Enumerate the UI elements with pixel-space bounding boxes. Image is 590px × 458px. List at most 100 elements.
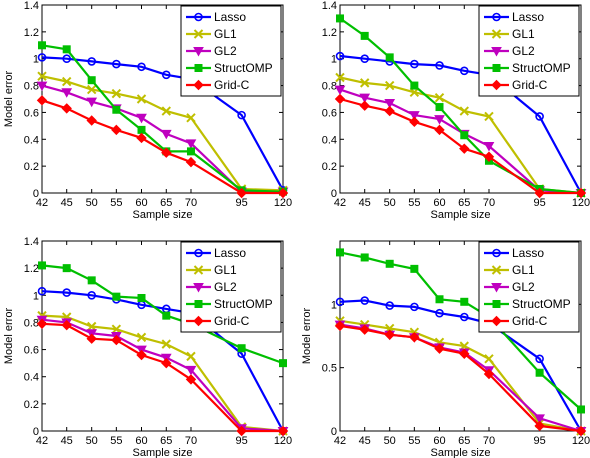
legend-marker [194, 248, 203, 258]
x-tick-label: 65 [458, 435, 470, 447]
y-tick-label: 0 [331, 426, 337, 438]
y-tick-label: 1.4 [24, 236, 39, 248]
data-point [112, 292, 121, 301]
x-tick-label: 50 [384, 197, 396, 209]
data-point [459, 143, 470, 154]
series-structomp [336, 248, 585, 414]
data-point [62, 45, 71, 54]
x-tick-label: 120 [274, 435, 292, 447]
data-point [137, 62, 146, 72]
legend-marker [492, 64, 501, 72]
y-axis-label: Model error [3, 308, 15, 365]
data-point [136, 94, 147, 104]
x-tick-label: 70 [185, 435, 197, 447]
data-point [409, 332, 420, 343]
legend: Lasso GL1 GL2 StructOMP Grid-C [478, 241, 580, 333]
data-point [185, 139, 197, 149]
data-point [385, 301, 394, 310]
data-point [136, 132, 147, 144]
data-point [37, 286, 47, 296]
data-point [86, 84, 97, 95]
data-point [410, 264, 419, 273]
legend-label: Lasso [512, 246, 544, 260]
x-tick-label: 60 [135, 435, 147, 447]
x-tick-label: 45 [359, 197, 371, 209]
legend: Lasso GL1 GL2 StructOMP Grid-C [180, 241, 282, 333]
data-point [236, 187, 247, 199]
y-tick-label: 0 [33, 188, 39, 200]
data-point [410, 81, 419, 90]
data-point [61, 103, 72, 114]
data-point [111, 324, 122, 334]
data-point [36, 81, 48, 92]
y-tick-label: 1 [331, 54, 337, 66]
data-point [435, 103, 444, 112]
data-point [161, 70, 171, 80]
data-point [535, 354, 544, 364]
data-point [360, 253, 369, 262]
legend-marker [492, 300, 501, 308]
data-point [111, 334, 122, 346]
data-point [435, 295, 444, 304]
series-grid-c [36, 95, 289, 199]
chart-panel-1: 42 45 50 55 60 65 70 95 120 0 0.2 0.4 0.6 0.8 1 1.2 1.4 S… [3, 0, 292, 221]
data-point [483, 151, 495, 162]
data-point [36, 95, 48, 106]
data-point [335, 297, 345, 307]
legend-marker [492, 248, 501, 258]
legend-marker [193, 315, 204, 327]
data-point [483, 368, 495, 380]
data-point [279, 359, 287, 368]
legend-label: GL2 [512, 44, 535, 58]
data-point [237, 344, 246, 353]
legend-marker [491, 79, 502, 91]
legend-marker [193, 79, 204, 91]
data-point [38, 41, 46, 50]
x-tick-label: 42 [36, 435, 48, 447]
y-tick-label: 0.4 [24, 372, 39, 384]
data-point [161, 147, 172, 158]
data-point [535, 112, 544, 121]
y-tick-label: 0.2 [24, 399, 39, 411]
x-axis-label: Sample size [133, 447, 193, 458]
data-point [434, 115, 445, 125]
data-point [137, 294, 146, 302]
y-tick-label: 1.4 [322, 0, 337, 12]
data-point [112, 105, 121, 114]
data-point [384, 80, 395, 91]
y-tick-label: 0.6 [322, 107, 337, 119]
data-point [86, 97, 98, 108]
x-tick-label: 45 [61, 197, 73, 209]
data-point [161, 339, 171, 349]
data-point [577, 405, 585, 414]
x-tick-label: 55 [408, 197, 420, 209]
data-point [37, 53, 47, 62]
legend-label: Lasso [214, 246, 246, 260]
chart-panel-4: 42 45 50 55 60 65 70 95 120 0 0.5 1 Sample size Model… [301, 240, 590, 458]
data-point [61, 88, 73, 98]
data-point [87, 76, 96, 85]
data-point [62, 54, 72, 64]
data-point [186, 147, 195, 156]
x-tick-label: 42 [36, 197, 48, 209]
data-point [334, 93, 346, 105]
data-point [87, 290, 96, 300]
data-point [136, 349, 147, 361]
data-point [434, 92, 445, 103]
data-point [36, 318, 48, 329]
data-point [61, 76, 72, 87]
data-point [385, 53, 394, 62]
y-tick-label: 1.2 [24, 27, 39, 39]
x-tick-label: 120 [572, 435, 590, 447]
x-tick-label: 45 [359, 435, 371, 447]
x-tick-label: 50 [384, 435, 396, 447]
y-tick-label: 1.4 [24, 0, 39, 12]
data-point [434, 343, 445, 354]
x-tick-label: 120 [572, 197, 590, 209]
data-point [236, 425, 247, 437]
legend-label: Grid-C [214, 314, 250, 328]
legend-marker [193, 283, 204, 293]
data-point [87, 57, 96, 66]
x-tick-label: 95 [235, 197, 247, 209]
